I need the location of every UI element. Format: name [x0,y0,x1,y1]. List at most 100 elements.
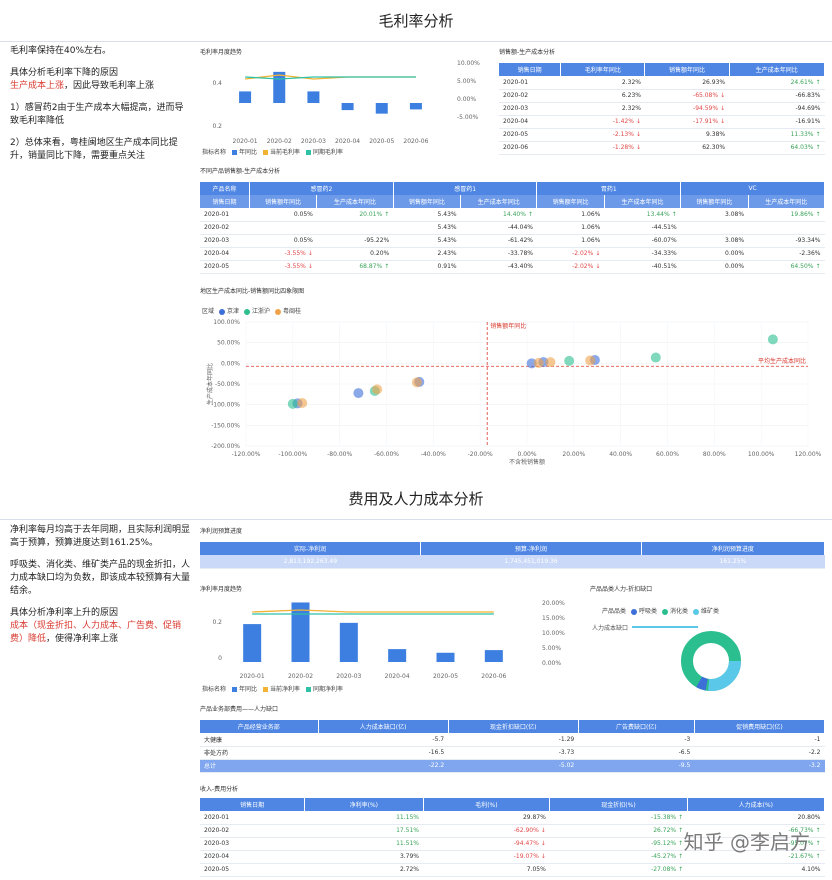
y-right-tick-label: -5.00% [457,114,479,121]
legend-item: 当前净利率 [270,686,301,693]
y-right-tick-label: 5.00% [542,645,561,652]
table-header: 现金折扣(%) [549,798,688,811]
value-cell [680,221,749,235]
value-cell: 3.79% [304,850,423,864]
series-line [252,609,494,613]
value-cell: 0.20% [316,247,394,261]
y-right-tick-label: 20.00% [542,600,565,607]
legend-prefix: 指标名称 [202,686,227,693]
panel-title: 地区生产成本同比-销售额同比四象限图 [200,288,305,295]
value-cell: 0.00% [680,260,749,274]
value-cell: -22.2 [318,759,449,773]
unit-cell: 总计 [200,759,319,773]
value-cell: 4.10% [687,863,825,877]
income-expense-panel: 收入-费用分析 销售日期 净利率(%) 毛利(%) 现金折扣(%) 人力成本(%) 202… [198,782,827,880]
budget-table: 实际-净利润 预算-净利润 净利润预算进度 2,813,192,263.49 1,745… [200,542,826,569]
value-cell: -61.42% [460,234,537,248]
date-cell: 2020-02 [499,89,561,103]
x-tick-label: 2020-06 [403,138,428,145]
x-tick-label: 40.00% [609,451,632,458]
date-cell: 2020-05 [499,128,561,142]
value-cell: -3.55% ↓ [249,260,317,274]
down-arrow-icon: ↓ [540,840,546,847]
value-cell: 68.87% ↑ [316,260,394,274]
down-arrow-icon: ↓ [720,92,726,99]
sub-header: 生产成本年同比 [604,195,682,208]
table-header: 毛利(%) [423,798,551,811]
sub-header: 生产成本年同比 [316,195,394,208]
sales-yoy-cell: 26.93% [644,76,730,90]
cost-notes: 净利率每月均高于去年同期，且实际利润明显高于预算，预算进度达到161.25%。 … [10,524,190,655]
cost-yoy-cell: -16.91% [729,115,825,129]
table-row: 总计 -22.2 -5.02 -9.5 -3.2 [200,759,825,773]
value-cell: 3.08% [680,208,749,222]
up-arrow-icon: ↑ [678,840,684,847]
x-tick-label: 2020-02 [288,673,313,680]
group-header: VC [680,182,825,195]
net-margin-trend-panel: 净利率月度趋势 0.2 0 20.00% 15.00% 10.00% 5.00% 0.00%… [198,582,580,697]
bar-mark [409,103,422,110]
down-arrow-icon: ↓ [635,131,641,138]
y-tick-label: -100.00% [211,402,240,409]
legend-item: 年同比 [239,149,258,156]
y-tick-label: -200.00% [211,443,240,450]
table-header: 人力成本缺口(亿) [318,720,449,733]
down-arrow-icon: ↓ [595,250,601,257]
legend-item: 粤闽桂 [283,308,302,315]
value-cell: -95.07% ↑ [687,837,825,851]
date-cell: 2020-05 [200,863,305,877]
x-tick-label: -120.00% [232,451,261,458]
down-arrow-icon: ↓ [595,263,601,270]
value-cell: -21.67% ↑ [687,850,825,864]
value-cell: 1.06% [536,221,605,235]
y-tick-label: -50.00% [215,381,240,388]
x-tick-label: 2020-05 [369,138,394,145]
x-tick-label: 2020-01 [240,673,265,680]
value-cell: 0.00% [680,247,749,261]
legend-prefix: 指标名称 [202,149,227,156]
value-cell: -2.2 [694,746,825,760]
legend-item: 同期净利率 [313,686,344,693]
up-arrow-icon: ↑ [671,210,677,218]
bar-mark [436,652,455,662]
x-tick-label: 2020-01 [233,138,258,145]
donut-legend: 产品品类 呼吸类 消化类 维矿类 [602,606,719,615]
panel-title: 收入-费用分析 [200,786,239,793]
table-header: 产品经营业务部 [200,720,319,733]
table-header: 生产成本年同比 [729,63,826,76]
x-tick-label: 2020-03 [336,673,361,680]
cost-yoy-cell: -66.83% [729,89,825,103]
value-cell: -5.7 [318,733,449,747]
product-table-panel: 不同产品销售额-生产成本分析 产品名称 感冒药2 感冒药1 胃药1 VC 销售日期 销售额年… [198,164,827,282]
sales-yoy-cell: -65.08% ↓ [644,89,730,103]
y-right-tick-label: 0.00% [542,660,561,667]
legend-dot [275,308,282,315]
date-cell: 2020-04 [200,850,305,864]
x-tick-label: 2020-04 [385,673,410,680]
budget-panel: 净利润预算进度 实际-净利润 预算-净利润 净利润预算进度 2,813,192,263… [198,524,827,570]
scatter-point [564,355,575,366]
gm-yoy-cell: 6.23% [560,89,645,103]
x-tick-label: 2020-03 [301,138,326,145]
bar-mark [388,649,407,662]
value-cell [316,221,394,235]
group-header: 产品名称 [200,182,250,195]
down-arrow-icon: ↓ [540,853,546,860]
sales-cost-table: 销售日期 毛利率年同比 销售额年同比 生产成本年同比 2020-01 2.32% 26.93… [499,63,826,155]
legend-prefix: 产品品类 [602,608,627,615]
table-header: 促销费用缺口(亿) [694,720,826,733]
panel-title: 不同产品销售额-生产成本分析 [200,168,281,175]
table-row: 2020-04 -1.42% ↓ -17.91% ↓ -16.91% [499,115,825,129]
cost-yoy-cell: 64.03% ↑ [729,141,825,155]
table-row: 2020-03 2.32% -94.59% ↓ -94.69% [499,102,825,116]
legend-item: 当前毛利率 [270,149,301,156]
note-line: 毛利率保持在40%左右。 [10,46,112,56]
note-cause: 具体分析毛利率下降的原因 生产成本上涨，因此导致毛利率上涨 [10,67,190,93]
series-line [245,76,416,80]
value-cell [249,221,317,235]
up-arrow-icon: ↑ [384,210,390,218]
note-cause-label: 具体分析净利率上升的原因 [10,608,119,618]
table-row: 2020-01 11.15% 29.87% -15.38% ↑ 20.80% [200,811,825,825]
x-tick-label: 2020-02 [267,138,292,145]
sub-header: 销售额年同比 [249,195,318,208]
